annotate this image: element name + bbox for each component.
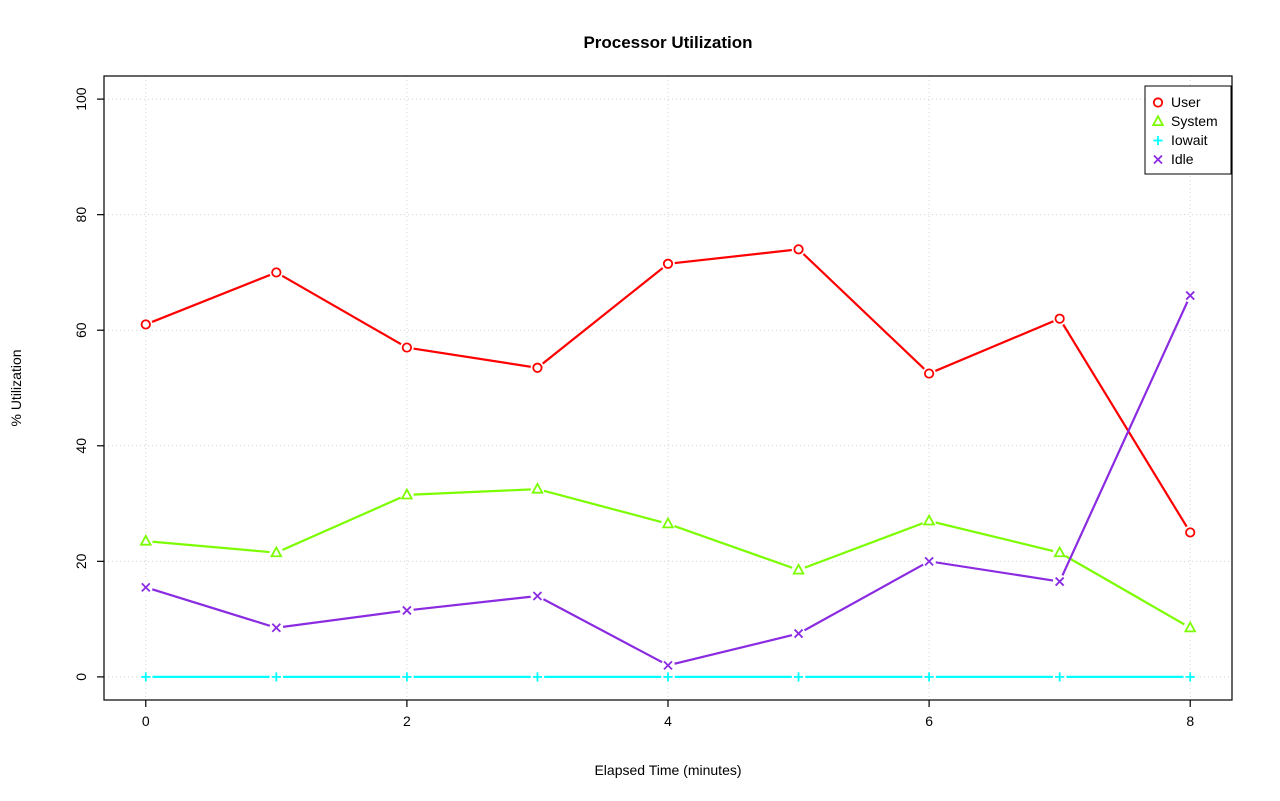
point-triangle (1183, 620, 1197, 633)
x-axis-label: Elapsed Time (minutes) (594, 762, 742, 778)
point-triangle (139, 534, 153, 546)
point-triangle (400, 487, 414, 500)
y-tick-label: 80 (73, 207, 89, 223)
series-iowait (138, 670, 1198, 684)
point-triangle (1151, 114, 1165, 126)
legend-label: System (1171, 113, 1218, 129)
legend-label: Idle (1171, 151, 1194, 167)
point-circle (1185, 527, 1196, 538)
x-tick-label: 0 (142, 713, 150, 729)
series-idle (138, 288, 1198, 673)
y-tick-label: 60 (73, 322, 89, 338)
point-x (1185, 290, 1195, 301)
point-triangle (270, 545, 283, 558)
x-tick-label: 4 (664, 713, 672, 729)
point-circle (140, 319, 151, 330)
y-tick-label: 40 (73, 438, 89, 454)
point-x (141, 582, 151, 592)
point-x (924, 556, 934, 566)
point-triangle (792, 562, 805, 575)
x-tick-label: 6 (925, 713, 933, 729)
point-circle (662, 258, 674, 269)
point-x (1055, 576, 1065, 587)
point-x (271, 623, 281, 633)
x-tick-label: 8 (1186, 713, 1194, 729)
point-x (532, 591, 543, 601)
y-axis-label: % Utilization (8, 349, 24, 427)
point-x (402, 605, 412, 616)
legend: User System Iowait Idle (1144, 85, 1232, 175)
point-circle (793, 244, 804, 255)
point-triangle (531, 482, 544, 494)
x-tick-label: 2 (403, 713, 411, 729)
point-triangle (1053, 545, 1066, 558)
chart-title: Processor Utilization (583, 33, 753, 52)
point-triangle (922, 513, 936, 526)
point-circle (924, 368, 935, 379)
series-line (145, 488, 1191, 629)
legend-label: Iowait (1171, 132, 1208, 148)
series-user (138, 242, 1198, 540)
legend-label: User (1171, 94, 1201, 110)
point-x (793, 628, 804, 639)
point-x (1153, 154, 1163, 165)
point-x (663, 660, 673, 670)
point-triangle (661, 516, 675, 529)
point-circle (401, 342, 412, 353)
y-tick-label: 0 (73, 673, 89, 681)
point-circle (1054, 313, 1065, 324)
point-circle (1152, 97, 1164, 108)
point-circle (271, 267, 282, 278)
y-tick-label: 20 (73, 553, 89, 569)
series-system (138, 482, 1198, 635)
y-tick-label: 100 (73, 87, 89, 111)
series-line (145, 248, 1192, 534)
point-circle (532, 362, 543, 373)
